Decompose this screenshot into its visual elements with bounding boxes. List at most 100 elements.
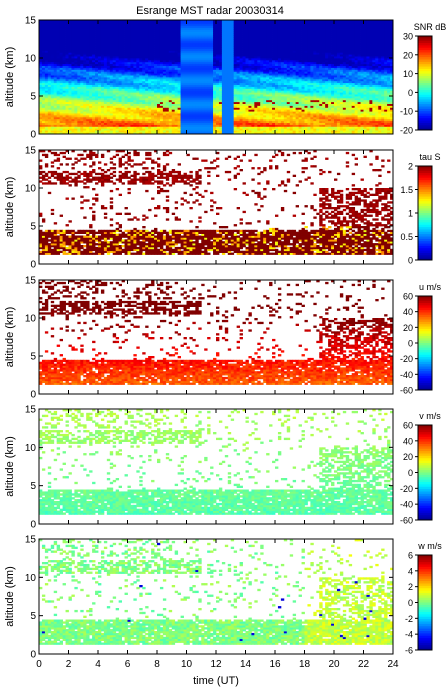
heatmap-cell xyxy=(39,61,43,65)
heatmap-cell xyxy=(53,71,58,74)
heatmap-cell xyxy=(136,35,140,38)
heatmap-cell xyxy=(133,65,137,68)
heatmap-cell xyxy=(154,116,158,120)
heatmap-cell xyxy=(242,124,246,127)
heatmap-cell xyxy=(80,128,84,131)
heatmap-cell xyxy=(95,31,99,34)
heatmap-cell xyxy=(59,78,63,82)
heatmap-cell xyxy=(59,48,63,51)
heatmap-cell xyxy=(272,101,276,104)
heatmap-cell xyxy=(277,65,282,68)
heatmap-cell xyxy=(56,105,61,108)
heatmap-cell xyxy=(130,115,134,118)
heatmap-cell xyxy=(136,124,140,127)
heatmap-cell xyxy=(280,77,285,80)
heatmap-cell xyxy=(65,20,69,23)
heatmap-cell xyxy=(210,61,214,65)
heatmap-cell xyxy=(266,75,270,78)
heatmap-cell xyxy=(65,86,69,89)
heatmap-cell xyxy=(195,39,199,42)
heatmap-cell xyxy=(98,46,102,49)
heatmap-cell xyxy=(165,113,170,116)
heatmap-cell xyxy=(277,130,282,133)
heatmap-cell xyxy=(216,84,220,87)
heatmap-cell xyxy=(68,118,72,122)
heatmap-cell xyxy=(236,109,240,112)
heatmap-cell xyxy=(198,120,202,123)
heatmap-cell xyxy=(118,88,122,91)
heatmap-cell xyxy=(162,116,167,120)
heatmap-cell xyxy=(68,58,72,61)
heatmap-cell xyxy=(59,109,63,112)
heatmap-cell xyxy=(47,63,52,66)
heatmap-cell xyxy=(44,25,49,28)
heatmap-cell xyxy=(254,116,258,120)
heatmap-cell xyxy=(56,84,61,87)
heatmap-cell xyxy=(98,105,102,108)
heatmap-cell xyxy=(192,35,196,38)
heatmap-cell xyxy=(41,120,46,123)
heatmap-cell xyxy=(266,116,270,120)
heatmap-cell xyxy=(86,25,90,28)
heatmap-cell xyxy=(207,99,211,103)
heatmap-cell xyxy=(224,86,229,89)
heatmap-cell xyxy=(83,111,87,114)
heatmap-cell xyxy=(130,105,134,108)
heatmap-cell xyxy=(272,69,276,72)
heatmap-cell xyxy=(210,67,214,70)
heatmap-cell xyxy=(47,90,52,93)
heatmap-cell xyxy=(221,65,226,68)
heatmap-cell xyxy=(157,107,161,110)
heatmap-cell xyxy=(74,65,78,68)
heatmap-cell xyxy=(272,61,276,65)
heatmap-cell xyxy=(251,107,255,110)
heatmap-cell xyxy=(263,113,267,116)
heatmap-cell xyxy=(124,23,128,27)
heatmap-cell xyxy=(145,21,149,25)
heatmap-cell xyxy=(207,69,211,72)
heatmap-cell xyxy=(142,50,146,53)
heatmap-cell xyxy=(221,42,226,46)
heatmap-cell xyxy=(210,25,214,28)
heatmap-cell xyxy=(115,107,120,110)
heatmap-cell xyxy=(62,96,66,99)
heatmap-cell xyxy=(165,90,170,93)
heatmap-cell xyxy=(118,61,122,65)
heatmap-cell xyxy=(77,128,81,131)
heatmap-cell xyxy=(77,56,81,59)
heatmap-cell xyxy=(189,33,193,36)
heatmap-cell xyxy=(224,27,229,30)
heatmap-cell xyxy=(109,118,114,122)
heatmap-cell xyxy=(269,21,273,25)
heatmap-cell xyxy=(236,86,240,89)
heatmap-cell xyxy=(62,109,66,112)
heatmap-cell xyxy=(103,99,108,103)
heatmap-cell xyxy=(198,35,202,38)
heatmap-cell xyxy=(41,111,46,114)
heatmap-cell xyxy=(254,67,258,70)
heatmap-cell xyxy=(207,128,211,131)
heatmap-cell xyxy=(47,84,52,87)
heatmap-cell xyxy=(77,92,81,95)
heatmap-cell xyxy=(251,132,255,135)
heatmap-cell xyxy=(239,128,243,131)
heatmap-cell xyxy=(254,46,258,49)
heatmap-cell xyxy=(77,77,81,80)
heatmap-cell xyxy=(192,39,196,42)
heatmap-cell xyxy=(71,71,75,74)
heatmap-cell xyxy=(118,21,122,25)
heatmap-cell xyxy=(59,33,63,36)
heatmap-cell xyxy=(251,44,255,47)
heatmap-cell xyxy=(280,46,285,49)
heatmap-cell xyxy=(266,90,270,93)
heatmap-cell xyxy=(115,61,120,65)
heatmap-cell xyxy=(86,63,90,66)
heatmap-cell xyxy=(130,48,134,51)
heatmap-cell xyxy=(272,71,276,74)
heatmap-cell xyxy=(210,90,214,93)
heatmap-cell xyxy=(174,115,179,118)
heatmap-cell xyxy=(266,130,270,133)
heatmap-cell xyxy=(239,23,243,27)
heatmap-cell xyxy=(53,105,58,108)
heatmap-cell xyxy=(44,122,49,125)
